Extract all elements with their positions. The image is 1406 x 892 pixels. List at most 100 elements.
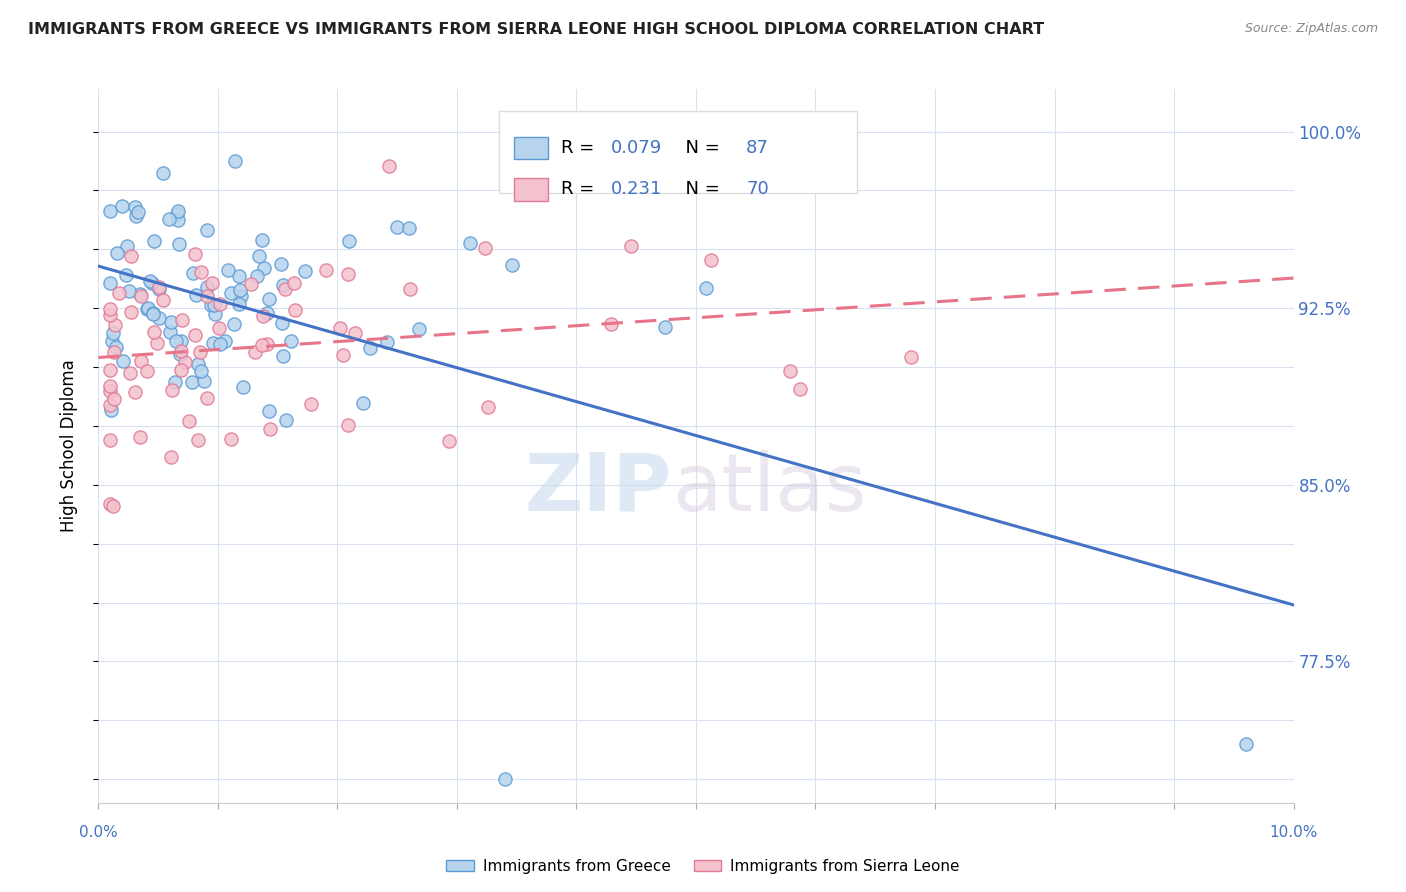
Point [222, 317, 245, 331]
Point [408, 321, 430, 335]
FancyBboxPatch shape [499, 111, 858, 193]
Point [100, 398, 122, 412]
Text: N =: N = [675, 139, 725, 157]
Point [284, 302, 307, 317]
Point [170, 334, 193, 348]
Point [315, 263, 337, 277]
Point [120, 249, 142, 263]
Point [252, 233, 274, 247]
Point [398, 220, 420, 235]
Text: 0.0%: 0.0% [79, 825, 118, 840]
Point [100, 302, 122, 317]
Point [169, 363, 191, 377]
Point [217, 263, 239, 277]
Point [100, 363, 122, 377]
Point [336, 418, 359, 433]
Point [142, 306, 165, 320]
Point [107, 286, 129, 301]
Point [135, 301, 157, 316]
Point [280, 334, 302, 348]
Text: 0.079: 0.079 [612, 139, 662, 157]
Text: R =: R = [561, 180, 600, 198]
Point [100, 433, 122, 447]
Point [375, 334, 398, 349]
Point [188, 345, 211, 359]
Point [283, 277, 305, 291]
Point [103, 345, 125, 359]
Point [336, 268, 359, 282]
Point [437, 434, 460, 448]
Point [271, 316, 294, 330]
Point [359, 341, 381, 355]
Point [195, 391, 218, 405]
Point [100, 497, 122, 511]
Point [103, 500, 125, 514]
Point [143, 234, 166, 248]
Point [695, 281, 717, 295]
Point [494, 772, 516, 787]
Point [201, 276, 224, 290]
Point [377, 159, 399, 173]
Point [118, 285, 141, 299]
Point [256, 306, 278, 320]
Point [245, 345, 267, 359]
Text: Source: ZipAtlas.com: Source: ZipAtlas.com [1244, 22, 1378, 36]
Point [124, 385, 146, 400]
Point [135, 364, 157, 378]
Point [100, 402, 122, 417]
Point [187, 357, 209, 371]
Text: IMMIGRANTS FROM GREECE VS IMMIGRANTS FROM SIERRA LEONE HIGH SCHOOL DIPLOMA CORRE: IMMIGRANTS FROM GREECE VS IMMIGRANTS FRO… [28, 22, 1045, 37]
Point [271, 349, 294, 363]
Point [229, 284, 252, 298]
Point [332, 348, 354, 362]
Point [224, 154, 246, 169]
Text: 70: 70 [747, 180, 769, 198]
Point [118, 366, 141, 380]
Point [208, 320, 231, 334]
Point [195, 289, 218, 303]
Text: N =: N = [675, 180, 725, 198]
Point [181, 375, 204, 389]
FancyBboxPatch shape [515, 136, 548, 160]
Point [112, 354, 135, 368]
Point [101, 326, 124, 340]
Point [101, 334, 124, 348]
Point [129, 430, 152, 444]
Point [190, 265, 212, 279]
Point [246, 269, 269, 284]
Point [474, 242, 496, 256]
Point [143, 326, 166, 340]
Text: 10.0%: 10.0% [1270, 825, 1317, 840]
Text: atlas: atlas [672, 450, 866, 528]
Point [111, 199, 134, 213]
Point [139, 274, 162, 288]
Point [169, 347, 191, 361]
Point [170, 344, 193, 359]
Point [124, 201, 146, 215]
Point [173, 354, 195, 368]
Point [181, 266, 204, 280]
Point [148, 282, 170, 296]
Point [779, 364, 801, 378]
Point [193, 374, 215, 388]
Point [195, 223, 218, 237]
Point [115, 268, 138, 282]
Point [166, 207, 188, 221]
Point [250, 338, 273, 352]
Point [209, 336, 232, 351]
Point [100, 309, 122, 323]
Point [152, 166, 174, 180]
Point [124, 209, 146, 223]
Point [294, 264, 316, 278]
Point [274, 282, 297, 296]
Point [249, 249, 271, 263]
Point [256, 337, 278, 351]
Point [105, 245, 128, 260]
Point [228, 297, 250, 311]
Point [179, 414, 201, 428]
Point [165, 334, 187, 348]
Point [200, 298, 222, 312]
Point [252, 309, 274, 323]
Point [1234, 737, 1257, 751]
Point [339, 234, 361, 248]
